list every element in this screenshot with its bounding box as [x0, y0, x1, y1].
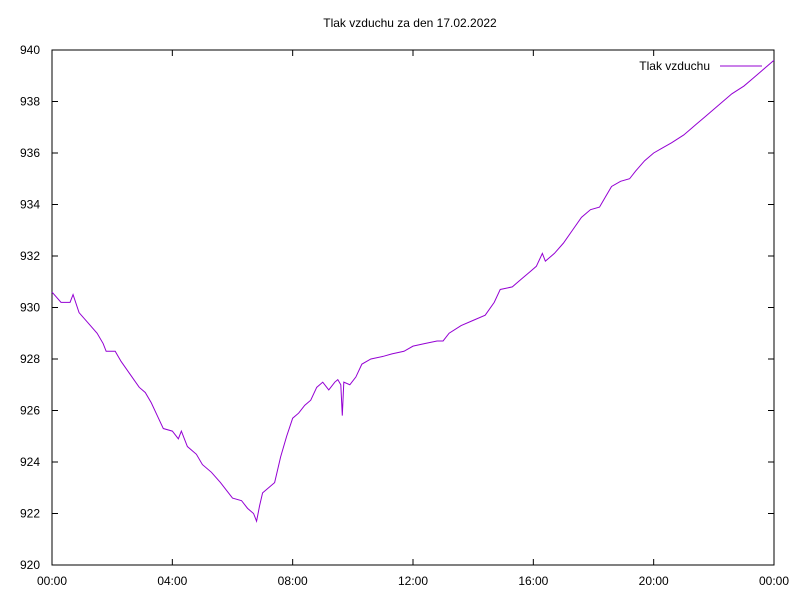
legend-label: Tlak vzduchu [639, 59, 710, 73]
y-tick-label: 936 [20, 146, 40, 160]
x-tick-label: 16:00 [518, 574, 548, 588]
y-tick-label: 938 [20, 95, 40, 109]
y-tick-label: 928 [20, 352, 40, 366]
y-tick-label: 932 [20, 249, 40, 263]
x-tick-label: 00:00 [759, 574, 789, 588]
y-tick-label: 934 [20, 198, 40, 212]
y-tick-label: 924 [20, 455, 40, 469]
x-tick-label: 00:00 [37, 574, 67, 588]
x-tick-label: 12:00 [398, 574, 428, 588]
line-series [51, 59, 775, 524]
y-tick-label: 940 [20, 43, 40, 57]
plot-border [51, 49, 775, 566]
x-tick-label: 20:00 [639, 574, 669, 588]
y-tick-label: 930 [20, 301, 40, 315]
y-tick-label: 926 [20, 404, 40, 418]
x-tick-label: 08:00 [278, 574, 308, 588]
y-tick-label: 920 [20, 558, 40, 572]
chart-title: Tlak vzduchu za den 17.02.2022 [323, 16, 497, 30]
x-tick-label: 04:00 [157, 574, 187, 588]
y-tick-label: 922 [20, 507, 40, 521]
